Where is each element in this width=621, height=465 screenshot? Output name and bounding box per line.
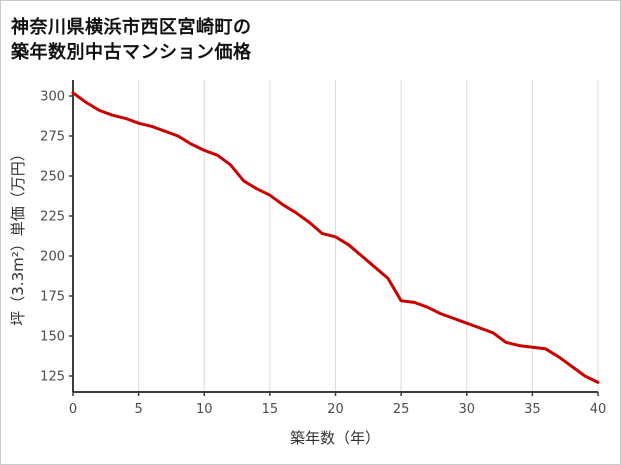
- chart-title-line2: 築年数別中古マンション価格: [11, 42, 252, 64]
- y-tick-labels: 125 150 175 200 225 250 275 300: [40, 90, 65, 385]
- price-line: [71, 91, 600, 385]
- y-tick-label: 125: [40, 370, 65, 385]
- x-tick-label: 20: [327, 402, 344, 417]
- x-tick-label: 40: [590, 402, 607, 417]
- y-tick-label: 275: [40, 130, 65, 145]
- y-tick-label: 150: [40, 330, 65, 345]
- y-axis-label: 坪（3.3m²）単価（万円）: [9, 147, 27, 326]
- gridlines: [138, 80, 599, 393]
- x-tick-labels: 0 5 10 15 20 25 30 35 40: [69, 402, 606, 417]
- chart-title: 神奈川県横浜市西区宮崎町の 築年数別中古マンション価格: [1, 1, 620, 65]
- axes: [69, 80, 599, 397]
- y-tick-label: 200: [40, 250, 65, 265]
- chart-title-line1: 神奈川県横浜市西区宮崎町の: [11, 17, 252, 38]
- x-tick-label: 5: [134, 402, 142, 417]
- y-tick-label: 175: [40, 290, 65, 305]
- y-tick-label: 250: [40, 170, 65, 185]
- y-tick-label: 225: [40, 210, 65, 225]
- line-chart: 125 150 175 200 225 250 275 300 0 5 10 15 20 25 30 35 4…: [9, 80, 606, 447]
- x-tick-label: 10: [196, 402, 213, 417]
- x-axis-label: 築年数（年）: [290, 429, 380, 447]
- x-tick-label: 30: [458, 402, 475, 417]
- x-tick-label: 25: [393, 402, 410, 417]
- y-tick-label: 300: [40, 90, 65, 105]
- x-tick-label: 15: [262, 402, 279, 417]
- x-tick-label: 0: [69, 402, 77, 417]
- x-tick-label: 35: [524, 402, 541, 417]
